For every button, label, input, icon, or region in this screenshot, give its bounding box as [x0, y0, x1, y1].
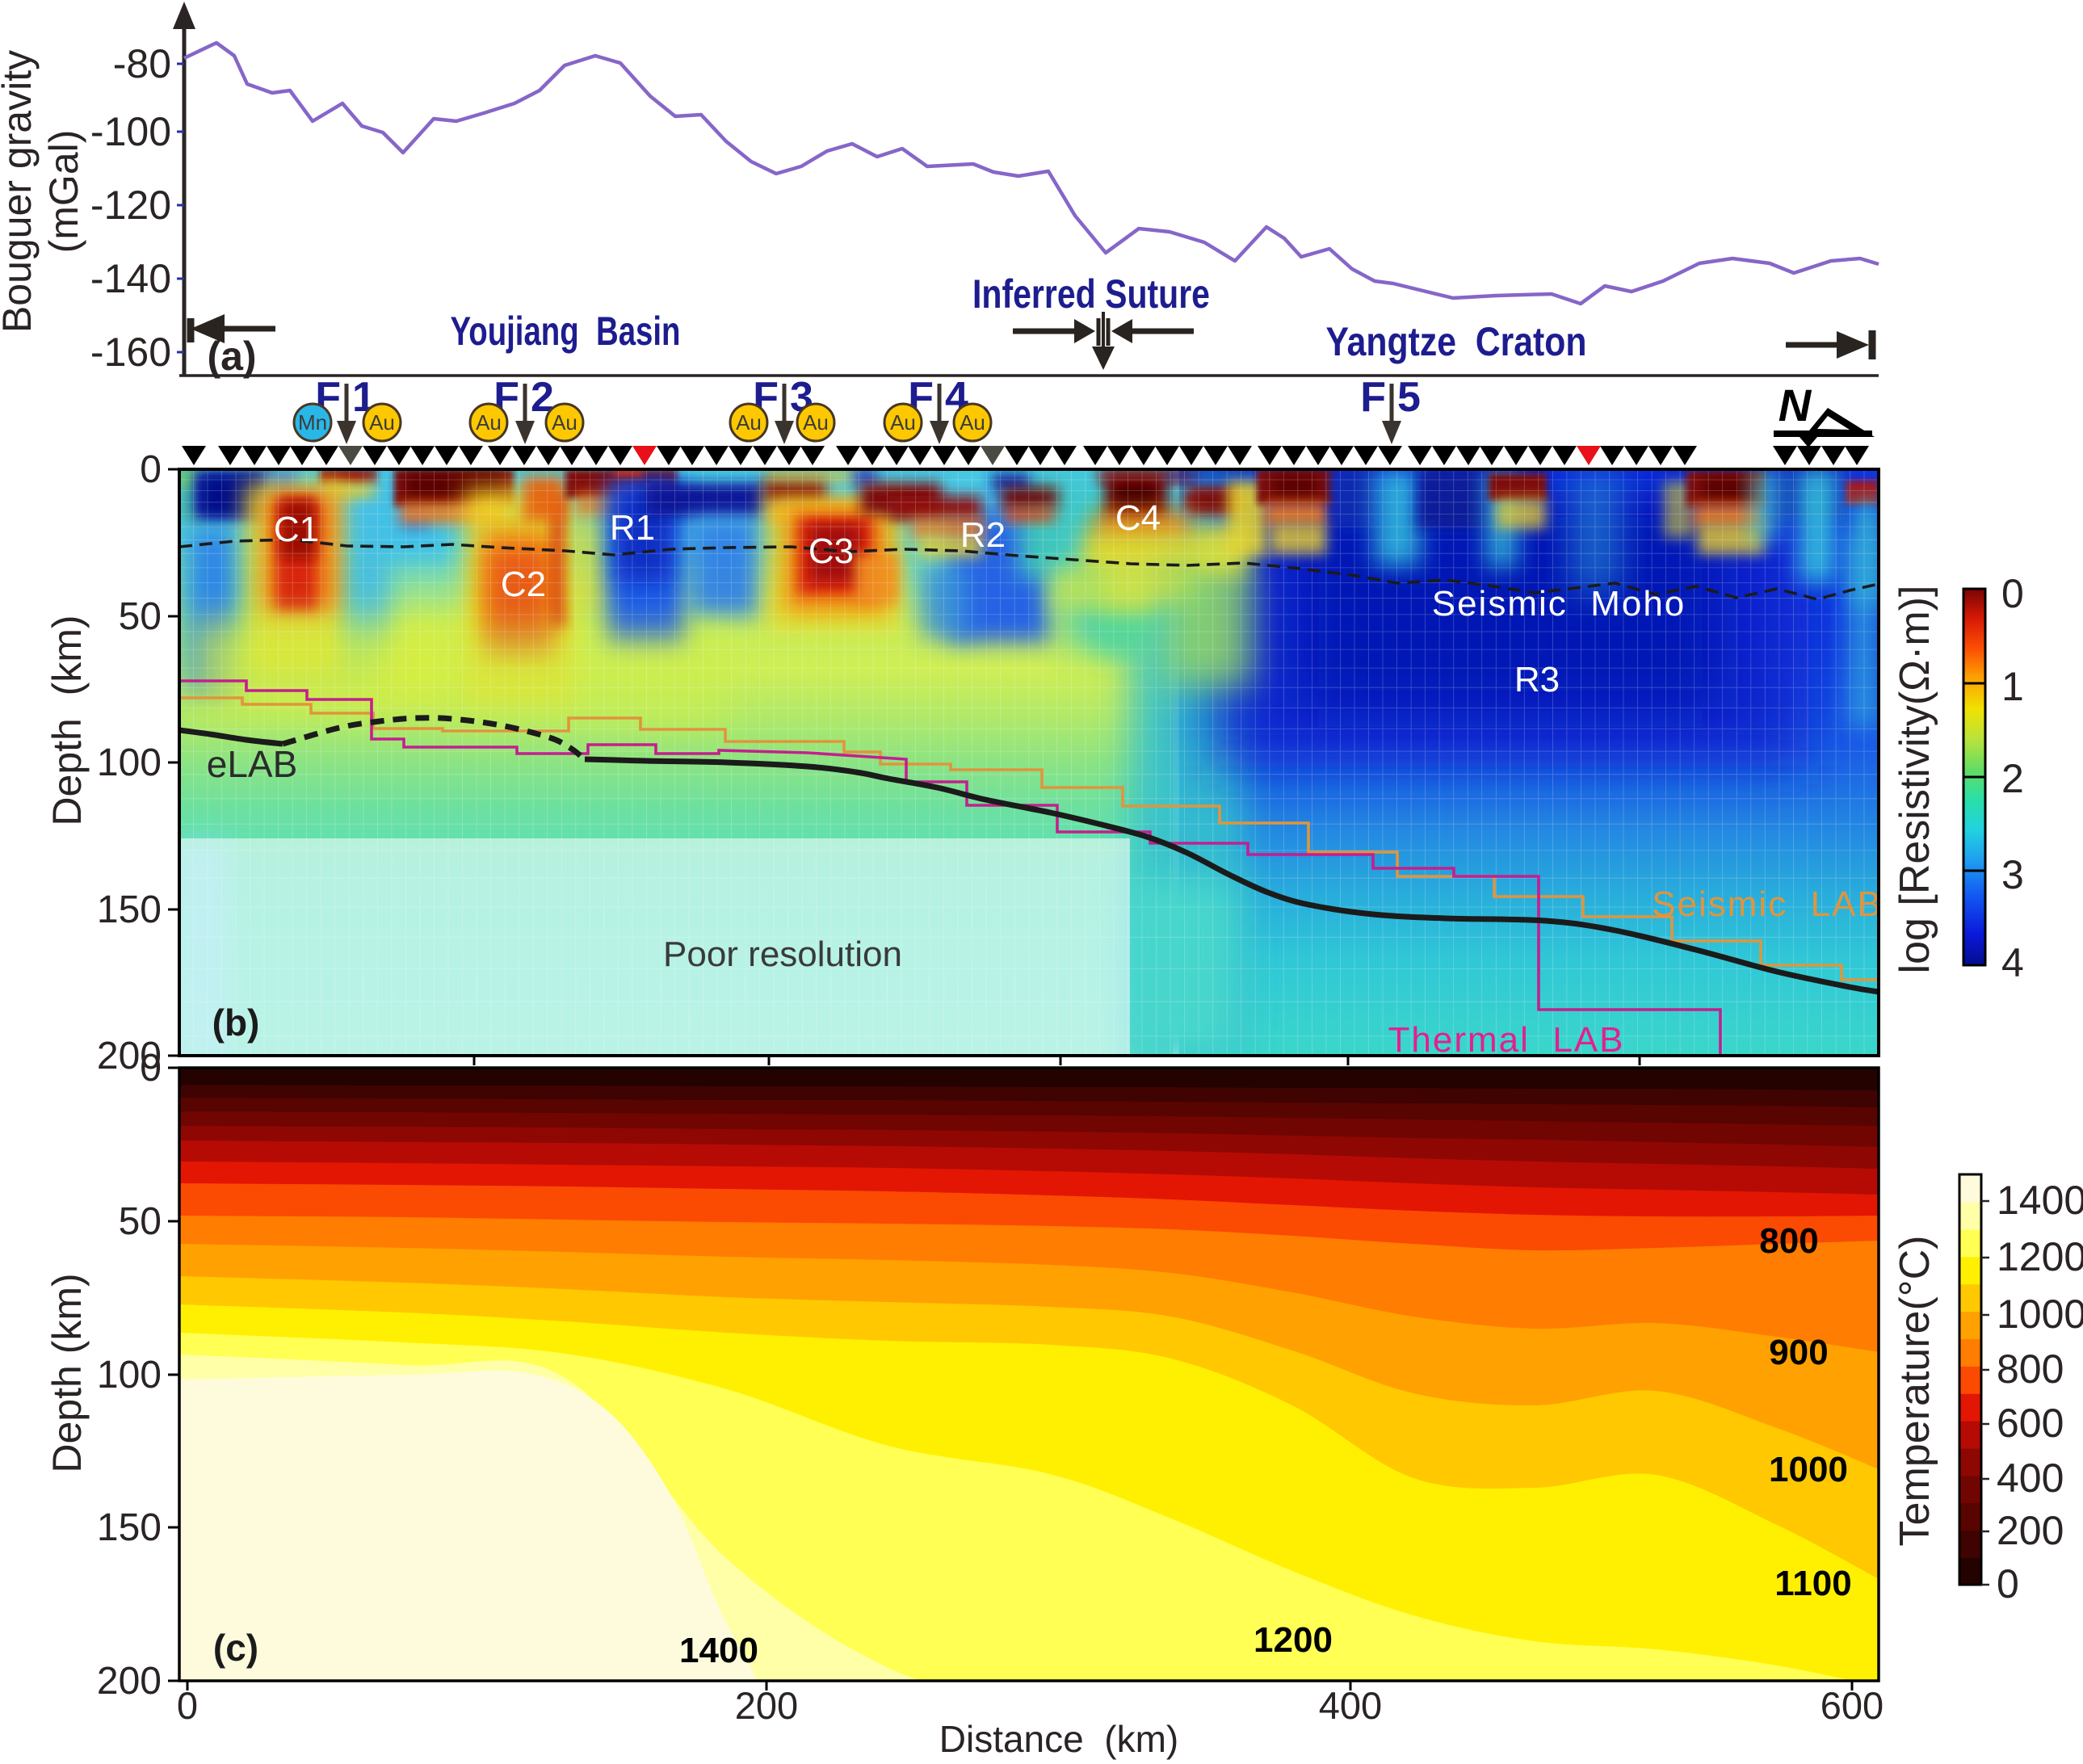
svg-text:1400: 1400: [1997, 1178, 2083, 1223]
svg-text:200: 200: [97, 1035, 162, 1077]
svg-text:-100: -100: [90, 109, 171, 154]
svg-text:0: 0: [1997, 1561, 2019, 1606]
svg-text:C2: C2: [501, 565, 546, 604]
svg-text:C3: C3: [808, 531, 854, 571]
svg-text:Au: Au: [476, 410, 502, 435]
svg-text:F: F: [1360, 374, 1386, 421]
svg-text:150: 150: [97, 1506, 162, 1549]
svg-text:200: 200: [1997, 1508, 2064, 1553]
svg-text:N: N: [1779, 380, 1812, 430]
svg-text:2: 2: [2001, 756, 2024, 801]
svg-text:1000: 1000: [1997, 1292, 2083, 1337]
svg-text:4: 4: [2001, 940, 2024, 985]
svg-text:Youjiang Basin: Youjiang Basin: [451, 309, 681, 354]
svg-text:R3: R3: [1514, 660, 1560, 699]
svg-text:(a): (a): [207, 334, 256, 379]
svg-text:-80: -80: [113, 41, 171, 86]
svg-text:1200: 1200: [1997, 1234, 2083, 1279]
svg-text:600: 600: [1997, 1401, 2064, 1446]
svg-text:-120: -120: [90, 183, 171, 228]
svg-text:400: 400: [1997, 1455, 2064, 1501]
svg-text:50: 50: [119, 595, 162, 638]
svg-text:5: 5: [1397, 374, 1421, 421]
svg-text:Bouguer gravity: Bouguer gravity: [0, 50, 40, 333]
svg-text:Seismic LAB: Seismic LAB: [1652, 884, 1883, 924]
svg-text:0: 0: [140, 448, 162, 491]
svg-text:100: 100: [97, 1354, 162, 1396]
svg-text:R1: R1: [610, 508, 655, 548]
svg-text:50: 50: [119, 1200, 162, 1243]
svg-text:3: 3: [2001, 852, 2024, 897]
svg-text:Inferred Suture: Inferred Suture: [972, 271, 1210, 317]
svg-text:0: 0: [2001, 571, 2024, 616]
svg-text:Depth (km): Depth (km): [44, 615, 90, 825]
svg-text:-140: -140: [90, 256, 171, 301]
svg-text:Thermal LAB: Thermal LAB: [1388, 1020, 1625, 1060]
svg-text:1400: 1400: [679, 1631, 758, 1670]
svg-text:-160: -160: [90, 330, 171, 375]
svg-text:100: 100: [97, 741, 162, 784]
svg-text:Poor resolution: Poor resolution: [663, 934, 902, 974]
svg-text:1: 1: [2001, 664, 2024, 709]
svg-text:Au: Au: [552, 410, 577, 435]
svg-text:Au: Au: [803, 410, 829, 435]
svg-text:R2: R2: [960, 515, 1006, 555]
svg-text:900: 900: [1769, 1333, 1828, 1372]
svg-text:Au: Au: [890, 410, 916, 435]
svg-text:eLAB: eLAB: [207, 743, 298, 785]
svg-text:log [Resistivity(Ω·m)]: log [Resistivity(Ω·m)]: [1892, 586, 1938, 974]
svg-text:800: 800: [1759, 1221, 1818, 1261]
svg-text:Au: Au: [369, 410, 395, 435]
svg-text:200: 200: [735, 1684, 798, 1727]
svg-text:800: 800: [1997, 1346, 2064, 1392]
svg-text:(c): (c): [213, 1627, 258, 1669]
svg-text:(b): (b): [212, 1002, 260, 1044]
svg-text:Yangtze Craton: Yangtze Craton: [1326, 319, 1587, 364]
svg-text:1100: 1100: [1774, 1564, 1851, 1603]
svg-text:Distance (km): Distance (km): [939, 1718, 1178, 1760]
svg-text:Mn: Mn: [298, 410, 327, 435]
svg-text:200: 200: [97, 1660, 162, 1703]
svg-text:Seismic Moho: Seismic Moho: [1432, 584, 1686, 624]
svg-text:400: 400: [1319, 1684, 1382, 1727]
svg-text:Au: Au: [736, 410, 762, 435]
svg-text:C1: C1: [274, 510, 319, 549]
svg-text:Au: Au: [960, 410, 985, 435]
svg-text:600: 600: [1821, 1684, 1884, 1727]
svg-text:1000: 1000: [1769, 1450, 1848, 1489]
svg-text:(mGal): (mGal): [41, 130, 86, 254]
svg-text:0: 0: [177, 1684, 198, 1727]
svg-text:1200: 1200: [1254, 1620, 1333, 1660]
svg-text:Temperature(°C): Temperature(°C): [1892, 1236, 1938, 1547]
svg-text:Depth (km): Depth (km): [44, 1273, 90, 1472]
svg-text:0: 0: [140, 1047, 162, 1090]
svg-text:150: 150: [97, 888, 162, 931]
svg-text:C4: C4: [1115, 498, 1161, 538]
